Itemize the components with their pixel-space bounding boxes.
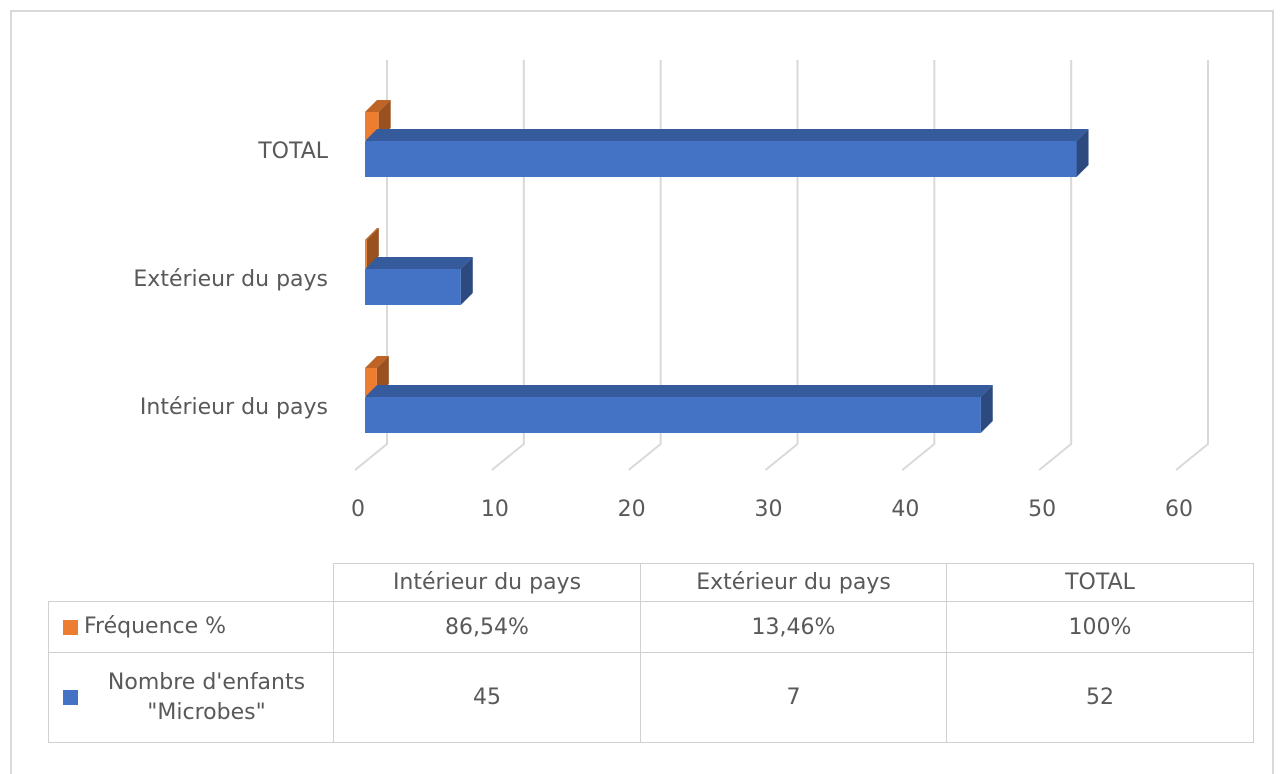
bar	[365, 129, 1089, 177]
x-tick-label: 10	[481, 497, 509, 522]
x-tick-label: 0	[351, 497, 365, 522]
y-tick-label: Intérieur du pays	[140, 395, 328, 420]
x-tick-label: 60	[1165, 497, 1193, 522]
table-header: TOTAL	[946, 563, 1254, 602]
grid-line	[354, 60, 388, 471]
grid-line	[1175, 60, 1209, 471]
legend-swatch	[63, 619, 78, 635]
bar-side	[1076, 129, 1089, 177]
bar-top	[365, 257, 473, 269]
bar-front	[365, 397, 981, 433]
grid-line	[901, 60, 936, 471]
bar	[365, 228, 379, 268]
chart-frame	[10, 10, 1274, 774]
bar-front	[365, 240, 367, 268]
bar	[365, 385, 993, 433]
grid-line	[628, 60, 662, 471]
bar-top	[365, 100, 391, 112]
table-cell: 52	[946, 652, 1254, 743]
bar	[365, 257, 473, 305]
grid-line	[1038, 60, 1073, 471]
x-tick-label: 20	[618, 497, 646, 522]
bar-front	[365, 141, 1077, 177]
x-tick-label: 50	[1028, 497, 1056, 522]
bar-side	[366, 228, 379, 268]
legend-label: Nombre d'enfants "Microbes"	[107, 669, 306, 725]
x-tick-label: 40	[891, 497, 919, 522]
table-cell: 86,54%	[333, 601, 641, 653]
x-tick-label: 30	[755, 497, 783, 522]
table-cell: 100%	[946, 601, 1254, 653]
table-header: Extérieur du pays	[640, 563, 947, 602]
bar-top	[365, 385, 993, 397]
bar-side	[460, 257, 473, 305]
bar-front	[365, 269, 461, 305]
legend-label: Fréquence %	[84, 614, 227, 639]
grid-line	[764, 60, 799, 471]
bar-side	[980, 385, 993, 433]
y-tick-label: TOTAL	[257, 139, 329, 164]
table-header: Intérieur du pays	[333, 563, 641, 602]
bar-top	[365, 228, 379, 240]
bar-front	[365, 368, 377, 396]
legend-entry: Fréquence %	[48, 601, 334, 653]
table-cell: 45	[333, 652, 641, 743]
legend-entry: Nombre d'enfants "Microbes"	[48, 652, 334, 743]
grid-line	[491, 60, 525, 471]
bar-top	[365, 356, 389, 368]
legend-swatch	[63, 690, 78, 705]
bar-top	[365, 129, 1089, 141]
y-tick-label: Extérieur du pays	[133, 267, 328, 292]
table-cell: 13,46%	[640, 601, 947, 653]
table-cell: 7	[640, 652, 947, 743]
